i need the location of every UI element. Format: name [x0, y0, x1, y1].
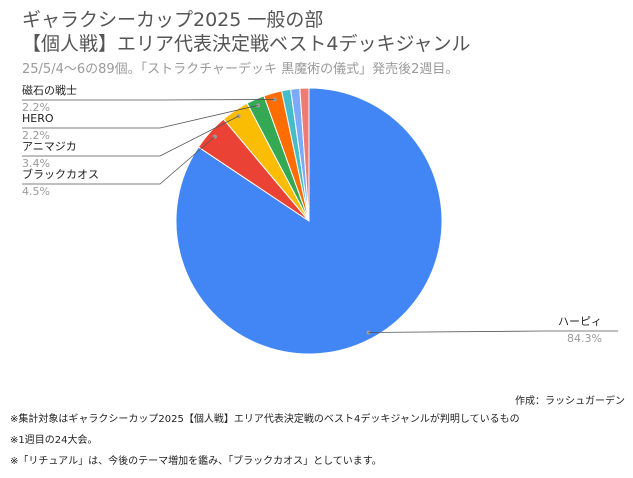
- footnote-3: ※「リチュアル」は、今後のテーマ増加を鑑み、「ブラックカオス」としています。: [10, 456, 382, 467]
- chart-title-line-2: 【個人戦】エリア代表決定戦ベスト4デッキジャンル: [22, 33, 471, 55]
- credit-text: 作成：ラッシュガーデン: [515, 396, 625, 407]
- slice-percent-label: 2.2%: [22, 129, 50, 142]
- chart-subtitle: 25/5/4～6の89個。「ストラクチャーデッキ 黒魔術の儀式」発売後2週目。: [22, 62, 459, 77]
- leader-line: [22, 136, 216, 185]
- leader-line: [368, 330, 618, 333]
- pie-chart: ハーピィ84.3%ブラックカオス4.5%アニマジカ3.4%HERO2.2%磁石の…: [22, 84, 618, 355]
- slice-label: アニマジカ: [22, 140, 77, 153]
- leader-line: [22, 104, 259, 129]
- pie-slice: [299, 87, 310, 222]
- leader-line: [22, 99, 275, 101]
- slice-label: HERO: [22, 112, 54, 125]
- leader-line: [22, 115, 239, 157]
- slice-percent-label: 2.2%: [22, 101, 50, 114]
- footnote-1: ※集計対象はギャラクシーカップ2025【個人戦】エリア代表決定戦のベスト4デッキ…: [10, 414, 520, 425]
- slice-label: ハーピィ: [558, 315, 602, 328]
- slice-percent-label: 4.5%: [22, 185, 50, 198]
- footnotes: ※集計対象はギャラクシーカップ2025【個人戦】エリア代表決定戦のベスト4デッキ…: [10, 413, 625, 476]
- footnote-2: ※1週目の24大会。: [10, 435, 98, 446]
- chart-title: ギャラクシーカップ2025 一般の部 【個人戦】エリア代表決定戦ベスト4デッキジ…: [22, 8, 622, 56]
- slice-label: ブラックカオス: [22, 167, 99, 181]
- chart-title-line-1: ギャラクシーカップ2025 一般の部: [22, 9, 324, 31]
- slice-percent-label: 3.4%: [22, 157, 50, 170]
- slice-label: 磁石の戦士: [22, 84, 77, 97]
- slice-percent-label: 84.3%: [567, 332, 602, 345]
